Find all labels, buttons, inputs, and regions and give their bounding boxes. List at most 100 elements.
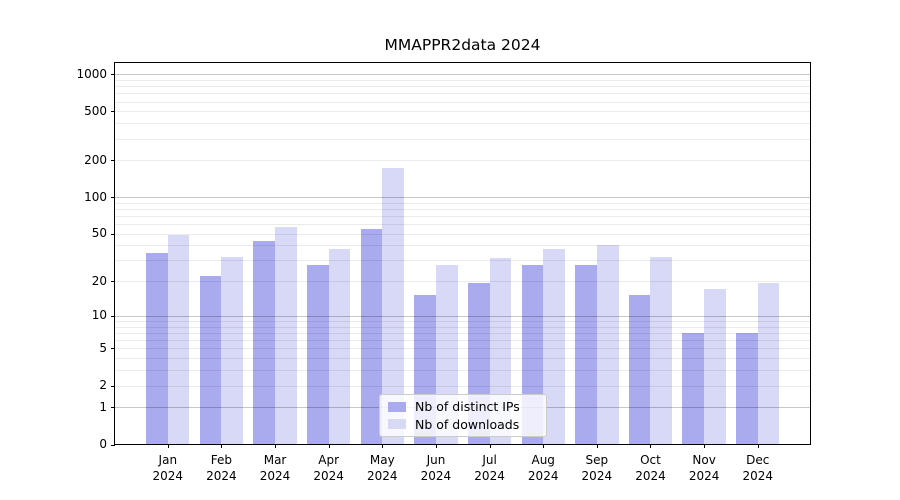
minor-gridline — [115, 216, 810, 218]
x-tick-month: May — [369, 453, 395, 467]
x-tick-label-oct: Oct 2024 — [618, 452, 682, 484]
y-tick-mark — [111, 444, 115, 446]
minor-gridline — [115, 93, 810, 95]
x-tick-mark — [221, 444, 223, 448]
x-tick-label-mar: Mar 2024 — [243, 452, 307, 484]
bar-distinct-ips-dec — [736, 332, 758, 444]
x-tick-mark — [435, 444, 437, 448]
y-tick-label: 100 — [84, 189, 107, 204]
x-tick-year: 2024 — [152, 469, 184, 483]
legend-swatch-downloads — [388, 419, 406, 430]
x-tick-year: 2024 — [206, 469, 237, 483]
x-tick-mark — [543, 444, 545, 448]
y-tick-label: 1000 — [76, 66, 107, 81]
x-tick-label-nov: Nov 2024 — [672, 452, 736, 484]
bar-downloads-feb — [221, 256, 244, 444]
bar-distinct-ips-may — [360, 229, 383, 444]
y-tick-label: 20 — [91, 273, 107, 288]
bar-downloads-aug — [543, 249, 565, 444]
x-tick-mark — [167, 444, 169, 448]
bar-downloads-may — [382, 167, 404, 444]
x-tick-mark — [328, 444, 330, 448]
minor-gridline — [115, 233, 810, 235]
x-tick-month: Dec — [746, 453, 770, 467]
x-tick-label-jun: Jun 2024 — [404, 452, 468, 484]
bar-distinct-ips-nov — [682, 332, 705, 444]
bar-downloads-dec — [757, 283, 780, 444]
y-tick-mark — [111, 233, 115, 235]
x-tick-label-apr: Apr 2024 — [297, 452, 361, 484]
bar-distinct-ips-oct — [628, 295, 651, 444]
bar-downloads-apr — [328, 249, 351, 444]
minor-gridline — [115, 245, 810, 247]
x-tick-year: 2024 — [742, 469, 773, 483]
x-tick-label-sep: Sep 2024 — [565, 452, 629, 484]
bar-downloads-sep — [596, 244, 619, 444]
bar-downloads-nov — [704, 289, 726, 444]
legend-item-downloads: Nb of downloads — [388, 417, 538, 432]
y-tick-mark — [111, 111, 115, 113]
x-tick-year: 2024 — [367, 469, 398, 483]
x-tick-year: 2024 — [635, 469, 666, 483]
bar-downloads-oct — [650, 256, 673, 444]
x-tick-label-may: May 2024 — [350, 452, 414, 484]
x-tick-year: 2024 — [259, 469, 291, 483]
y-tick-label: 2 — [99, 378, 107, 393]
x-tick-month: Jun — [426, 453, 446, 467]
y-tick-label: 500 — [84, 103, 107, 118]
x-tick-month: Sep — [585, 453, 609, 467]
x-tick-year: 2024 — [313, 469, 344, 483]
legend-swatch-distinct-ips — [388, 401, 406, 412]
y-tick-mark — [111, 281, 115, 283]
legend: Nb of distinct IPs Nb of downloads — [379, 394, 547, 437]
y-tick-mark — [111, 407, 115, 409]
minor-gridline — [115, 79, 810, 81]
x-tick-label-jul: Jul 2024 — [458, 452, 522, 484]
x-tick-mark — [275, 444, 277, 448]
minor-gridline — [115, 202, 810, 204]
x-tick-mark — [704, 444, 706, 448]
bar-distinct-ips-mar — [253, 241, 276, 444]
minor-gridline — [115, 208, 810, 210]
major-gridline — [115, 197, 810, 199]
x-tick-label-jan: Jan 2024 — [136, 452, 200, 484]
minor-gridline — [115, 101, 810, 103]
x-tick-month: Apr — [318, 453, 340, 467]
minor-gridline — [115, 224, 810, 226]
x-tick-year: 2024 — [474, 469, 505, 483]
x-tick-mark — [757, 444, 759, 448]
minor-gridline — [115, 111, 810, 113]
bar-downloads-jan — [167, 235, 190, 444]
y-tick-label: 10 — [91, 308, 107, 323]
bar-distinct-ips-feb — [199, 275, 222, 444]
x-tick-label-aug: Aug 2024 — [511, 452, 575, 484]
legend-label-distinct-ips: Nb of distinct IPs — [415, 399, 520, 415]
bar-distinct-ips-jan — [146, 253, 168, 444]
x-tick-month: Jan — [158, 453, 178, 467]
major-gridline — [115, 74, 810, 76]
y-tick-label: 5 — [99, 340, 107, 355]
minor-gridline — [115, 160, 810, 162]
y-tick-mark — [111, 160, 115, 162]
x-tick-year: 2024 — [527, 469, 559, 483]
y-tick-label: 200 — [84, 152, 107, 167]
y-tick-label: 0 — [99, 437, 107, 451]
minor-gridline — [115, 260, 810, 262]
plot-area: 1000 500 200 100 50 20 10 5 2 1 0 Jan 2024 Feb 2024 Mar… — [76, 62, 811, 483]
x-tick-month: Mar — [263, 453, 287, 467]
y-tick-mark — [111, 74, 115, 76]
legend-label-downloads: Nb of downloads — [415, 416, 520, 432]
x-tick-label-dec: Dec 2024 — [726, 452, 790, 484]
x-tick-year: 2024 — [420, 469, 452, 483]
x-tick-year: 2024 — [581, 469, 613, 483]
minor-gridline — [115, 86, 810, 88]
x-tick-month: Jul — [482, 453, 497, 467]
x-tick-mark — [650, 444, 652, 448]
x-tick-mark — [382, 444, 384, 448]
y-tick-mark — [111, 315, 115, 317]
y-tick-mark — [111, 348, 115, 350]
chart-title: MMAPPR2data 2024 — [384, 36, 541, 54]
x-tick-month: Oct — [640, 453, 661, 467]
y-tick-mark — [111, 385, 115, 387]
